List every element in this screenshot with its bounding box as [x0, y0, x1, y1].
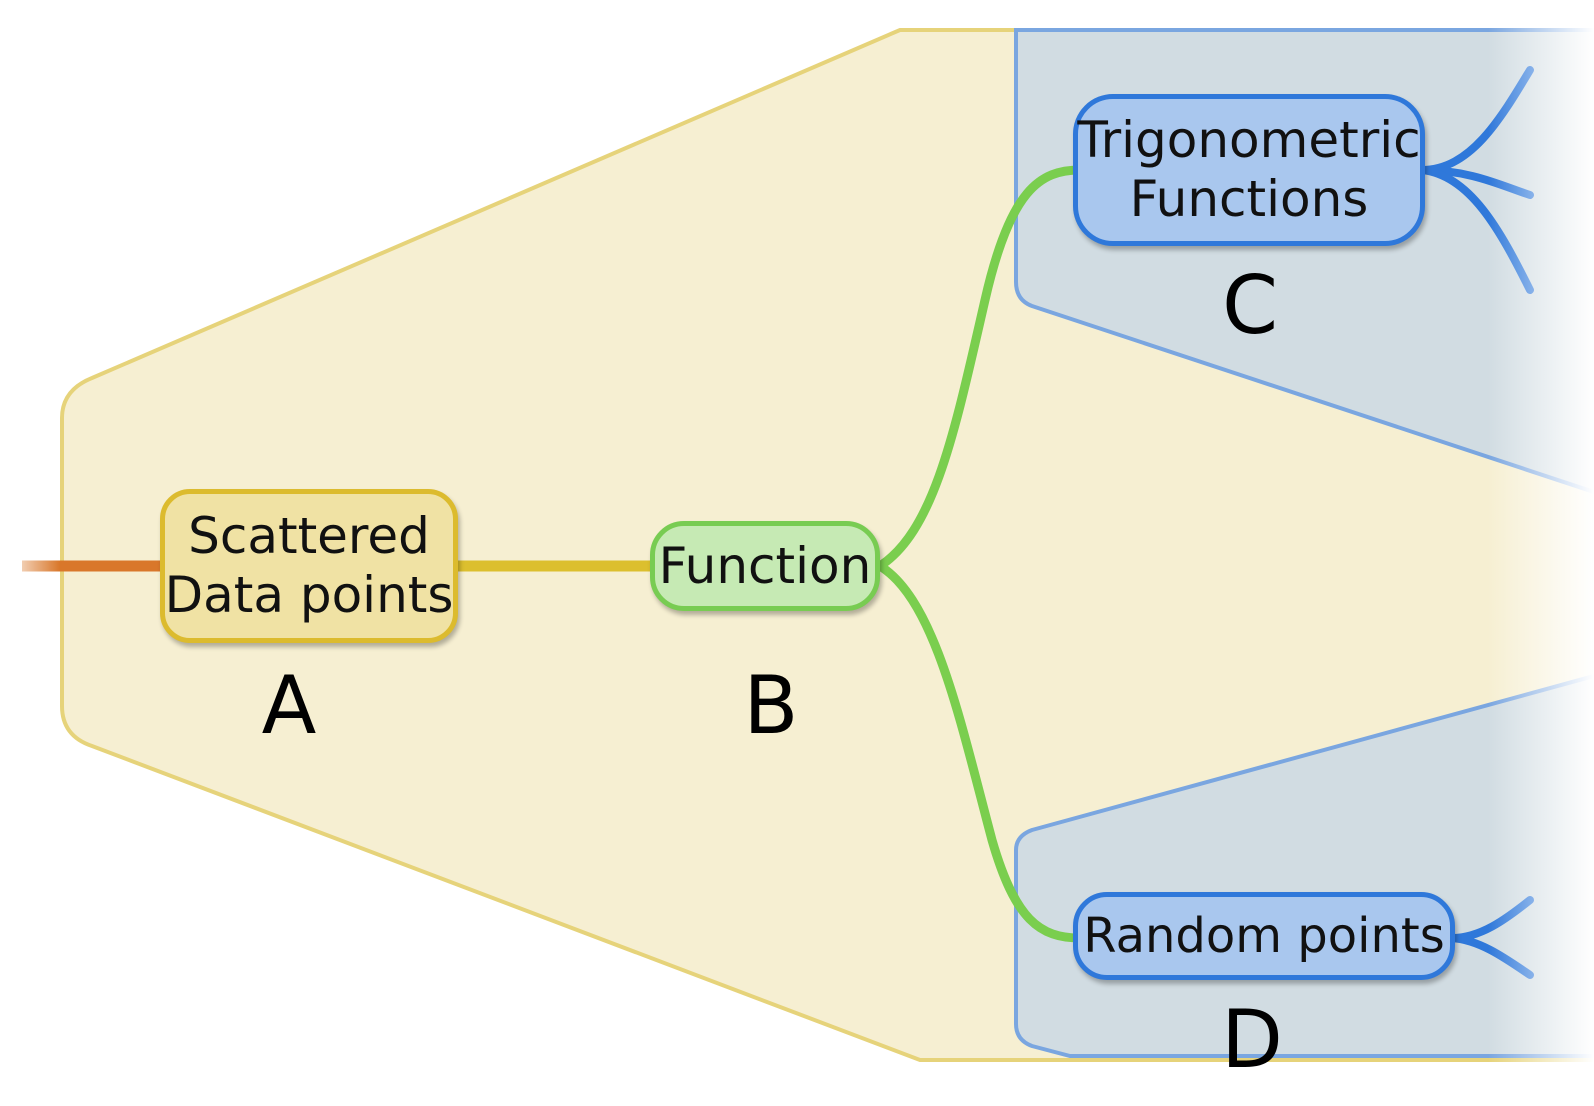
node-c-line-1: Trigonometric — [1077, 111, 1421, 169]
edge-b-c — [875, 165, 1085, 571]
label-b: B — [743, 659, 799, 752]
node-trigonometric-functions: Trigonometric Functions — [1073, 94, 1425, 246]
node-scattered-data-points: Scattered Data points — [160, 489, 458, 643]
node-c-line-2: Functions — [1129, 170, 1369, 228]
node-function: Function — [650, 521, 880, 611]
label-a: A — [261, 659, 317, 752]
node-a-line-2: Data points — [164, 566, 454, 624]
left-fade — [0, 540, 60, 590]
node-a-line-1: Scattered — [188, 507, 430, 565]
node-b-line-1: Function — [658, 536, 872, 595]
label-c: C — [1222, 259, 1278, 352]
label-d: D — [1221, 993, 1283, 1086]
edge-b-d — [875, 561, 1085, 943]
node-d-line-1: Random points — [1083, 907, 1445, 964]
right-fade — [1488, 0, 1594, 1106]
node-random-points: Random points — [1073, 892, 1455, 980]
